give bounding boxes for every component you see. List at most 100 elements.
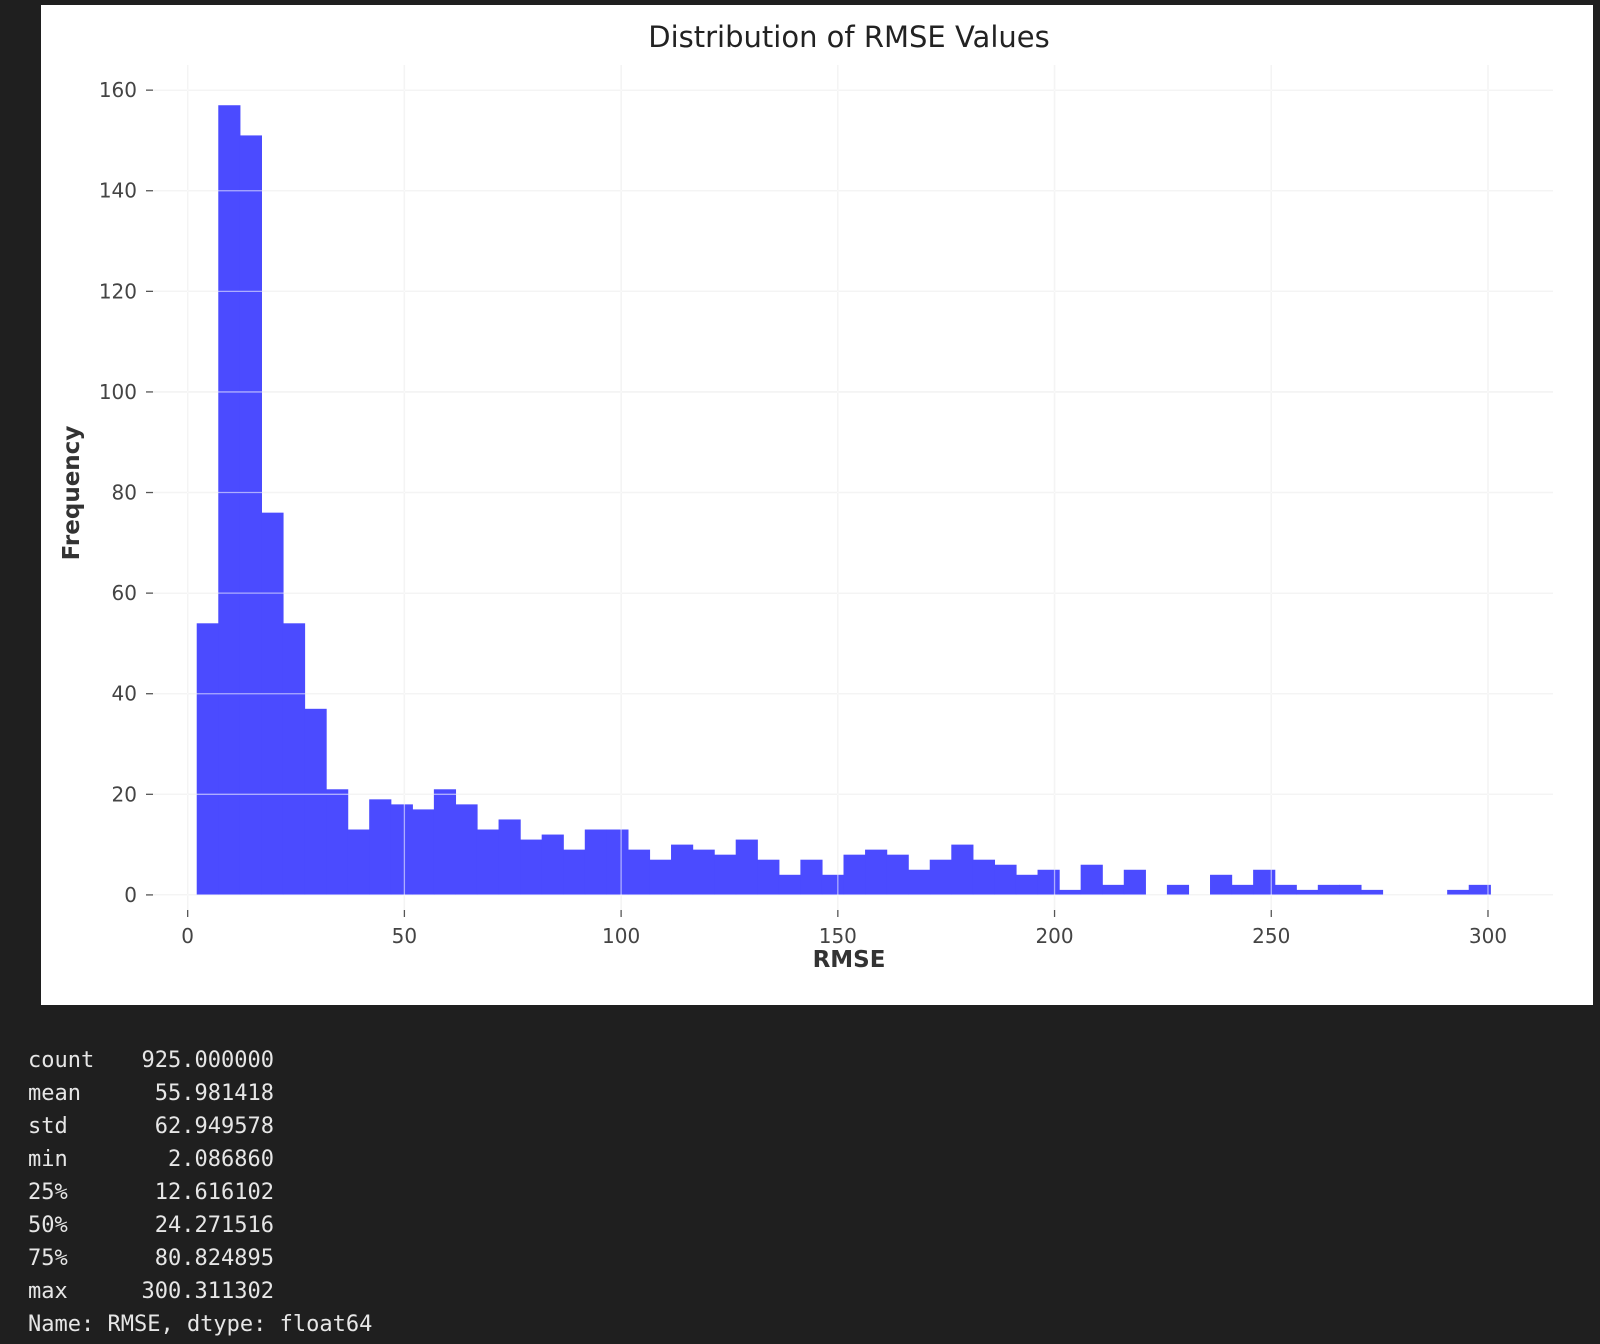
histogram-bar (929, 859, 952, 895)
histogram-bar (1123, 869, 1146, 895)
histogram-bar (800, 859, 823, 895)
y-tick-label: 160 (99, 78, 137, 102)
stat-label: std (28, 1114, 68, 1139)
histogram-bar (951, 844, 974, 895)
histogram-bar (326, 789, 349, 895)
chart-title: Distribution of RMSE Values (648, 20, 1049, 54)
y-axis-label: Frequency (59, 426, 85, 561)
histogram-bar (1037, 869, 1060, 895)
histogram-bar (1059, 889, 1082, 895)
y-tick-label: 140 (99, 179, 137, 203)
x-tick-label: 100 (602, 924, 640, 948)
histogram-bar (347, 829, 370, 895)
histogram-bar (1080, 864, 1103, 895)
histogram-bar (671, 844, 694, 895)
stat-row: 50% 24.271516 (28, 1209, 372, 1242)
histogram-bar (692, 849, 715, 895)
grid-lines (153, 65, 1553, 910)
x-tick-label: 300 (1469, 924, 1507, 948)
series-info-footer: Name: RMSE, dtype: float64 (28, 1312, 373, 1337)
histogram-bar (606, 829, 629, 895)
histogram-bar (455, 804, 478, 895)
y-tick-label: 0 (124, 883, 137, 907)
x-tick-label: 250 (1252, 924, 1290, 948)
stat-row: 25% 12.616102 (28, 1176, 372, 1209)
histogram-bar (520, 839, 543, 895)
stat-value: 24.271516 (154, 1213, 274, 1238)
histogram-bar (412, 809, 435, 895)
histogram-bar (218, 105, 241, 895)
x-axis-label: RMSE (813, 947, 886, 973)
y-tick-label: 120 (99, 279, 137, 303)
axis-ticks: 0 50 100 150 200 250 300 0 20 40 60 80 100 120 140 160 (99, 78, 1507, 948)
histogram-bar (843, 854, 866, 895)
histogram-bar (1015, 874, 1039, 895)
y-tick-label: 80 (112, 481, 137, 505)
histogram-bar (1296, 889, 1319, 895)
histogram-bar (1253, 869, 1276, 895)
stat-row: std 62.949578 (28, 1110, 372, 1143)
histogram-bar (239, 135, 262, 895)
histogram-bar (476, 829, 500, 895)
x-tick-label: 50 (392, 924, 417, 948)
histogram-bar (1317, 884, 1340, 895)
histogram-bar (390, 804, 413, 895)
histogram-bar (757, 859, 780, 895)
stat-label: count (28, 1048, 95, 1073)
stat-value: 925.000000 (141, 1048, 274, 1073)
histogram-bar (1468, 884, 1491, 895)
histogram-bar (1102, 884, 1125, 895)
stat-value: 12.616102 (154, 1180, 274, 1205)
histogram-bar (369, 799, 392, 895)
histogram-bar (778, 874, 801, 895)
stat-row: 75% 80.824895 (28, 1242, 372, 1275)
histogram-bar (1274, 884, 1297, 895)
stat-row: max 300.311302 (28, 1275, 372, 1308)
histogram-bar (563, 849, 586, 895)
histogram-bar (865, 849, 888, 895)
histogram-chart: 0 50 100 150 200 250 300020406080100120140160 … (59, 20, 1553, 973)
describe-output: count 925.000000 mean 55.981418 std 62.949578… (28, 1044, 372, 1341)
histogram-bar (1210, 874, 1233, 895)
stat-label: mean (28, 1081, 81, 1106)
histogram-bar (196, 623, 219, 895)
histogram-bar (714, 854, 737, 895)
histogram-bars (196, 105, 1491, 895)
histogram-bar (498, 819, 521, 895)
histogram-bar (886, 854, 909, 895)
stat-label: 75% (28, 1246, 68, 1271)
stat-value: 2.086860 (168, 1147, 274, 1172)
stat-value: 55.981418 (154, 1081, 274, 1106)
stat-row: min 2.086860 (28, 1143, 372, 1176)
stat-label: min (28, 1147, 68, 1172)
histogram-bar (541, 834, 564, 895)
histogram-bar (994, 864, 1017, 895)
x-tick-label: 200 (1035, 924, 1073, 948)
histogram-bar (304, 708, 327, 895)
histogram-bar (627, 849, 651, 895)
stat-value: 80.824895 (154, 1246, 274, 1271)
stat-row: count 925.000000 (28, 1044, 372, 1077)
histogram-bar (1231, 884, 1254, 895)
histogram-bar (1447, 889, 1470, 895)
y-tick-label: 20 (112, 782, 137, 806)
histogram-bar (1339, 884, 1362, 895)
stat-value: 62.949578 (154, 1114, 274, 1139)
stat-label: 25% (28, 1180, 68, 1205)
histogram-bar (261, 512, 284, 895)
grid-overlay (153, 65, 1553, 910)
stat-label: 50% (28, 1213, 68, 1238)
histogram-bar (433, 789, 457, 895)
histogram-bar (908, 869, 931, 895)
x-tick-label: 0 (181, 924, 194, 948)
histogram-bar (972, 859, 996, 895)
chart-panel: 0 50 100 150 200 250 300 0 20 40 60 80 100 120 140 160 … (41, 5, 1593, 1005)
stat-value: 300.311302 (141, 1279, 274, 1304)
stat-row: mean 55.981418 (28, 1077, 372, 1110)
histogram-bar (1166, 884, 1190, 895)
histogram-bar (735, 839, 758, 895)
x-tick-label: 150 (819, 924, 857, 948)
y-tick-label: 100 (99, 380, 137, 404)
histogram-bar (821, 874, 845, 895)
y-tick-label: 60 (112, 581, 137, 605)
